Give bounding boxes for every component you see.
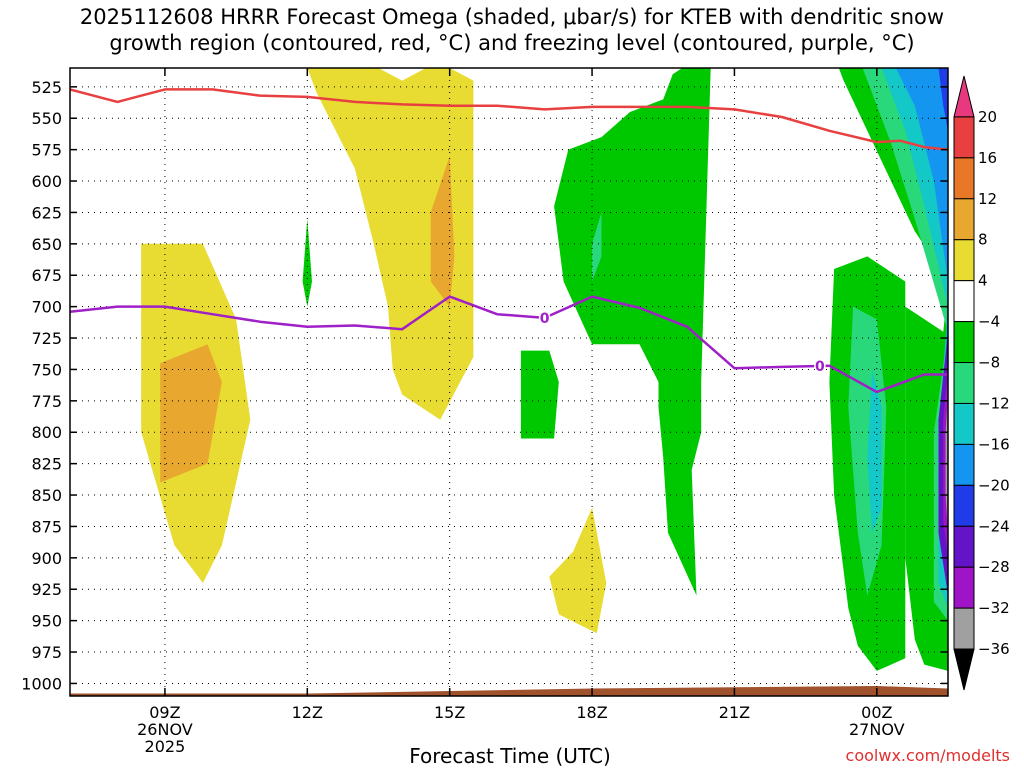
omega-region-4 [549,507,607,634]
x-tick-label-24-1: 27NOV [849,720,905,739]
x-tick-label-18-0: 18Z [576,703,607,722]
colorbar-label-12: −32 [978,599,1010,617]
colorbar-label-3: 8 [978,231,988,249]
terrain-layer [70,686,948,696]
y-tick-label-925: 925 [31,580,62,599]
y-tick-label-850: 850 [31,486,62,505]
y-tick-label-975: 975 [31,643,62,662]
y-tick-label-600: 600 [31,172,62,191]
y-tick-label-750: 750 [31,360,62,379]
colorbar-label-10: −24 [978,517,1010,535]
x-tick-label-9-0: 09Z [149,703,180,722]
y-tick-label-800: 800 [31,423,62,442]
x-tick-label-12-0: 12Z [292,703,323,722]
omega-region-1 [430,155,455,307]
y-tick-label-825: 825 [31,455,62,474]
y-tick-label-725: 725 [31,329,62,348]
omega-region-8 [302,218,312,307]
colorbar-bin-3 [953,198,975,241]
colorbar-label-9: −20 [978,476,1010,494]
x-tick-label-21-0: 21Z [719,703,750,722]
colorbar-bin-9 [953,443,975,486]
contour-label-1-0: 0 [540,311,550,327]
colorbar: 20 16 12 8 4 −4 −8 −12 −16 −20 −24 −28 −32 −36 [953,75,1010,691]
colorbar-bin-10 [953,484,975,527]
y-tick-label-650: 650 [31,235,62,254]
y-tick-label-525: 525 [31,78,62,97]
colorbar-label-7: −12 [978,394,1010,412]
x-tick-label-9-2: 2025 [145,737,186,756]
contour-line-1 [70,295,948,394]
colorbar-bin-11 [953,525,975,568]
colorbar-bin-4 [953,239,975,282]
terrain-fill [70,686,948,696]
colorbar-label-4: 4 [978,272,988,290]
y-axis: 525 550 575 600 625 650 675 700 725 750 775 800 825 8… [21,78,948,693]
colorbar-bin-6 [953,321,975,364]
y-tick-label-550: 550 [31,109,62,128]
y-tick-label-675: 675 [31,266,62,285]
colorbar-label-2: 12 [978,190,997,208]
colorbar-label-13: −36 [978,640,1010,658]
omega-region-7 [520,350,559,439]
grid-layer [70,68,948,696]
plot-frame [69,67,949,697]
omega-shading-layer [141,68,948,671]
omega-region-9 [554,68,711,596]
omega-region-14 [867,369,882,533]
y-tick-label-875: 875 [31,517,62,536]
colorbar-bin-14 [953,648,975,691]
y-tick-label-1000: 1000 [21,674,62,693]
y-tick-label-950: 950 [31,612,62,631]
contour-line-0 [70,88,948,151]
colorbar-bin-5 [953,280,975,323]
x-tick-label-9-1: 26NOV [137,720,193,739]
omega-region-17 [895,68,948,596]
colorbar-bin-2 [953,157,975,200]
colorbar-bin-13 [953,607,975,650]
omega-region-3 [160,344,222,483]
y-tick-label-700: 700 [31,298,62,317]
colorbar-bin-8 [953,402,975,445]
omega-region-13 [848,306,887,596]
y-tick-label-625: 625 [31,203,62,222]
colorbar-label-11: −28 [978,558,1010,576]
colorbar-bin-1 [953,116,975,159]
chart-title: 2025112608 HRRR Forecast Omega (shaded, … [79,5,945,55]
x-tick-label-15-0: 15Z [434,703,465,722]
contour-lines-layer: 00 [70,88,948,394]
colorbar-bin-0 [953,75,975,118]
y-tick-label-775: 775 [31,392,62,411]
omega-region-0 [307,68,474,420]
source-credit: coolwx.com/modelts [845,746,1010,765]
colorbar-bin-7 [953,362,975,404]
colorbar-label-5: −4 [978,313,1000,331]
omega-region-16 [881,68,948,609]
contour-label-1-1: 0 [815,359,825,375]
omega-region-10 [592,212,602,282]
omega-region-18 [938,68,948,131]
colorbar-bin-12 [953,566,975,609]
colorbar-label-1: 16 [978,149,997,167]
colorbar-label-8: −16 [978,435,1010,453]
x-axis-label: Forecast Time (UTC) [409,744,611,768]
y-tick-label-900: 900 [31,549,62,568]
y-tick-label-575: 575 [31,141,62,160]
colorbar-label-6: −8 [978,354,1000,372]
colorbar-label-0: 20 [978,108,997,126]
x-tick-label-24-0: 00Z [861,703,892,722]
